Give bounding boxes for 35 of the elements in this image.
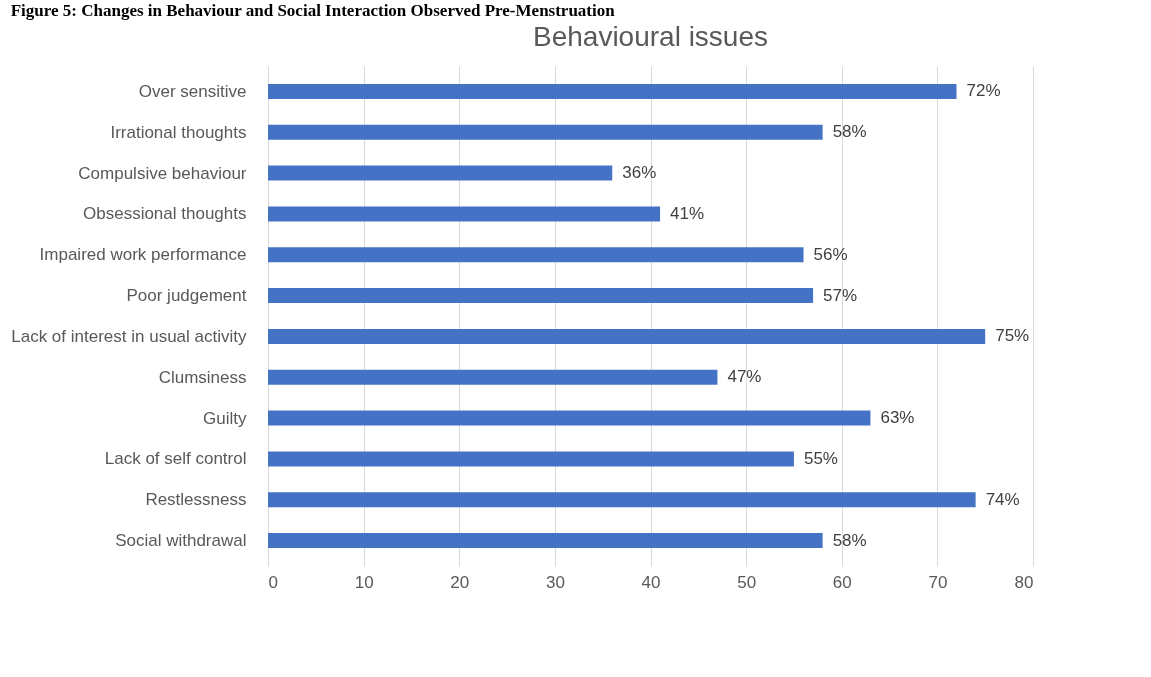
data-label: 47% [727,367,762,387]
y-tick-label: Compulsive behaviour [78,163,247,183]
y-tick-label: Lack of self control [104,449,247,469]
y-tick-label: Over sensitive [138,81,247,101]
x-tick-label: 50 [737,572,757,592]
data-label: 72% [966,81,1001,101]
y-tick-label: Clumsiness [158,367,247,387]
data-label: 36% [622,163,657,183]
x-tick-label: 10 [354,572,374,592]
data-label: 75% [995,326,1030,346]
y-tick-label: Irrational thoughts [110,122,247,142]
x-tick-label: 80 [1014,572,1034,592]
y-tick-label: Restlessness [145,490,247,510]
y-tick-label: Social withdrawal [115,531,247,551]
y-tick-label: Guilty [203,408,247,428]
data-label: 41% [670,203,705,223]
x-tick-label: 20 [450,572,470,592]
data-label: 74% [985,489,1020,509]
data-label: 55% [803,448,838,468]
data-label: 58% [832,530,867,550]
y-tick-label: Lack of interest in usual activity [11,326,247,346]
data-label: 63% [880,408,915,428]
y-tick-label: Impaired work performance [39,245,247,265]
x-tick-label: 70 [928,572,948,592]
y-tick-label: Poor judgement [126,286,247,306]
chart-title: Figure 5: Changes in Behaviour and Social Interaction Observed Pre-Menstruation [10,1,616,20]
x-tick-label: 40 [641,572,661,592]
y-tick-label: Obsessional thoughts [83,204,247,224]
x-tick-label: 30 [545,572,565,592]
chart-subtitle: Behavioural issues [532,21,769,52]
data-label: 56% [813,244,848,264]
data-label: 57% [823,285,858,305]
data-label: 58% [832,122,867,142]
x-tick-label: 0 [268,572,278,592]
x-tick-label: 60 [832,572,852,592]
